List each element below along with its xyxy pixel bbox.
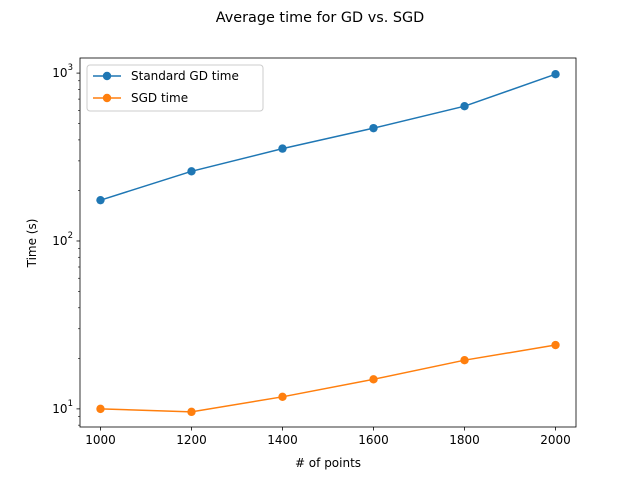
series-lines [96, 69, 560, 417]
x-axis-label: # of points [295, 456, 361, 470]
legend-marker [102, 71, 112, 81]
data-point [551, 69, 560, 79]
legend-entry: SGD time [93, 91, 188, 105]
x-tick-label: 2000 [540, 433, 571, 447]
data-point [96, 195, 105, 205]
x-tick-label: 1800 [449, 433, 480, 447]
data-point [187, 167, 196, 176]
x-tick-label: 1200 [176, 433, 207, 447]
y-tick-label: 103 [52, 63, 73, 80]
data-point [460, 102, 469, 111]
axis-ticks: 1000 1200 1400 1600 1800 2000 101 102 103 [52, 63, 570, 447]
data-point [551, 340, 560, 350]
legend-box [86, 64, 264, 112]
legend-entry: Standard GD time [93, 69, 239, 83]
data-point [187, 407, 196, 417]
legend-label: Standard GD time [131, 69, 239, 83]
data-point [460, 355, 469, 365]
y-axis-label: Time (s) [25, 219, 39, 269]
series-line [100, 344, 556, 413]
x-tick-label: 1600 [358, 433, 389, 447]
data-point [278, 392, 287, 402]
series-1 [96, 69, 560, 205]
legend-marker [102, 93, 112, 103]
data-point [369, 123, 378, 133]
x-tick-label: 1000 [85, 433, 116, 447]
legend-label: SGD time [131, 91, 188, 105]
series-line [100, 73, 556, 201]
legend: Standard GD time SGD time [86, 64, 264, 112]
plot-area [79, 57, 577, 428]
data-point [369, 375, 378, 384]
data-point [278, 144, 287, 153]
y-tick-label: 102 [52, 231, 73, 248]
chart-title: Average time for GD vs. SGD [216, 10, 424, 26]
data-point [96, 404, 105, 414]
y-tick-label: 101 [52, 399, 73, 416]
x-tick-label: 1400 [267, 433, 298, 447]
series-2 [96, 340, 560, 417]
